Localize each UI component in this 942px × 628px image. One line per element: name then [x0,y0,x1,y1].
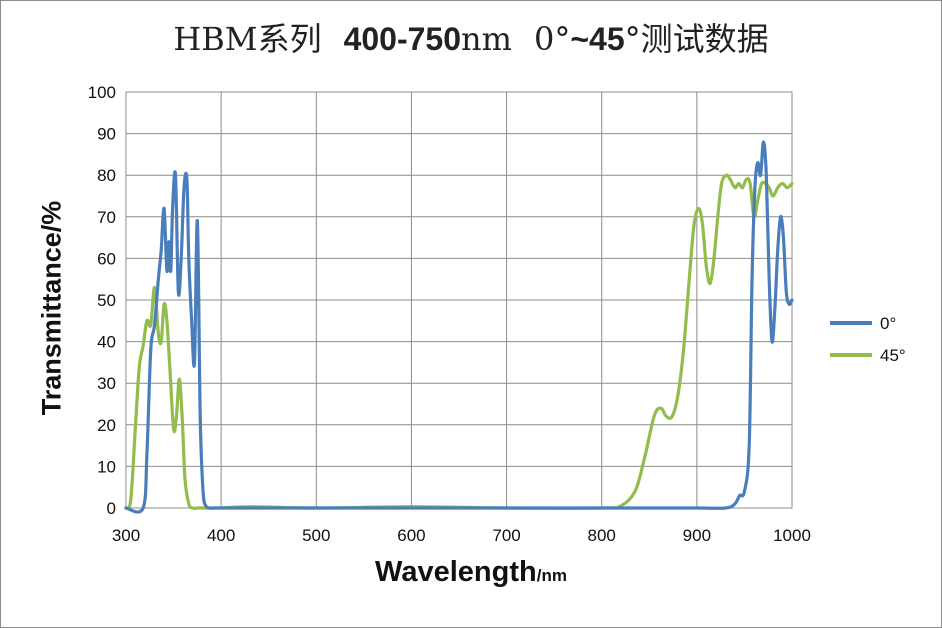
y-tick-labels: 0 10 20 30 40 50 60 70 80 90 100 [88,83,116,518]
y-tick-label: 0 [107,499,116,518]
legend: 0° 45° [830,314,906,365]
x-tick-label: 700 [492,526,520,545]
x-tick-label: 600 [397,526,425,545]
series-line-45deg [124,173,794,511]
title-series-name: HBM系列 [173,20,322,58]
title-suffix: °测试数据 [624,20,769,58]
x-tick-label: 400 [207,526,235,545]
y-tick-label: 60 [97,249,116,268]
series-lines [124,140,794,514]
y-tick-label: 100 [88,83,116,102]
x-tick-label: 1000 [773,526,811,545]
legend-label: 0° [880,314,896,333]
y-tick-label: 80 [97,166,116,185]
y-axis-label: Transmittance/% [36,200,67,416]
x-axis-label-unit: /nm [536,566,567,585]
x-tick-label: 300 [112,526,140,545]
x-tick-labels: 300 400 500 600 700 800 900 1000 [112,526,811,545]
title-range: 400-750 [343,21,462,57]
y-tick-label: 40 [97,333,116,352]
x-axis-label: Wavelength/nm [0,556,942,589]
y-tick-label: 50 [97,291,116,310]
x-axis-label-main: Wavelength [375,556,537,588]
y-tick-label: 90 [97,125,116,144]
title-angle-start: 0° [533,20,571,58]
x-tick-label: 800 [588,526,616,545]
y-tick-label: 10 [97,457,116,476]
y-axis-label-wrap: Transmittance/% [32,108,72,508]
x-tick-label: 900 [683,526,711,545]
x-tick-label: 500 [302,526,330,545]
y-tick-label: 30 [97,374,116,393]
y-tick-label: 20 [97,416,116,435]
legend-label: 45° [880,346,906,365]
series-line-0deg [124,140,794,514]
y-tick-label: 70 [97,208,116,227]
chart-title: HBM系列 400-750nm 0°~45°测试数据 [0,14,942,64]
title-angle-end: ~45 [570,21,625,57]
title-unit: nm [461,20,512,58]
